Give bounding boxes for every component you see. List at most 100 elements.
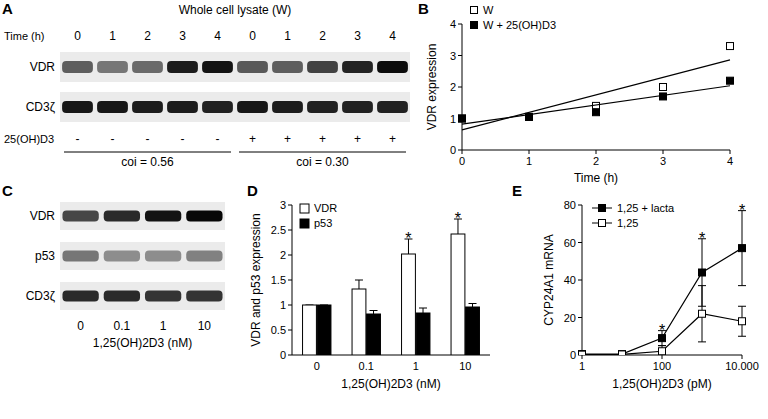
error-bar — [469, 304, 477, 308]
y-tick-label: 2 — [450, 81, 456, 93]
x-label: 1,25(OH)2D3 (nM) — [341, 377, 440, 391]
lane-label: 1 — [109, 29, 116, 43]
y-tick-label: 3 — [280, 199, 286, 211]
y-tick — [288, 280, 292, 281]
band — [104, 210, 140, 221]
legend-marker — [471, 7, 478, 14]
marker — [660, 84, 667, 91]
series-line — [582, 314, 742, 355]
x-tick-label: 2 — [593, 155, 599, 167]
x-tick-label: 0 — [459, 155, 465, 167]
marker — [699, 269, 706, 276]
x-tick — [596, 150, 597, 154]
bar — [402, 254, 416, 355]
error-bar — [738, 211, 746, 286]
y-tick — [288, 305, 292, 306]
chart-panel: E020406080110010.0001,25(OH)2D3 (pM)CYP2… — [512, 182, 759, 391]
y-tick-label: 0 — [280, 349, 286, 361]
x-tick — [662, 355, 663, 359]
blot-row-label: CD3ζ — [26, 289, 56, 303]
y-tick — [578, 280, 582, 281]
error-bar — [658, 346, 666, 355]
x-tick-label: 0.1 — [359, 360, 374, 372]
x-tick-label: 1 — [579, 360, 585, 372]
blot-row-label: VDR — [30, 60, 56, 74]
band — [167, 61, 198, 73]
marker — [459, 115, 466, 122]
lane-row-label: 25(OH)D3 — [4, 133, 54, 145]
band — [186, 250, 222, 261]
x-tick-label: 100 — [653, 360, 671, 372]
band — [237, 101, 268, 113]
lane-label: - — [146, 132, 150, 146]
y-tick-label: 80 — [564, 199, 576, 211]
legend-label: 1,25 + lacta — [617, 202, 675, 214]
band — [202, 101, 233, 113]
legend-swatch — [300, 204, 309, 213]
marker — [579, 351, 586, 355]
panel-letter: B — [418, 0, 429, 17]
significance: * — [739, 202, 745, 219]
y-tick — [578, 242, 582, 243]
blot-row-label: VDR — [30, 209, 56, 223]
significance: * — [699, 230, 705, 247]
lane-label: 1 — [160, 319, 167, 333]
lane-label: + — [249, 132, 256, 146]
y-tick — [578, 317, 582, 318]
y-tick-label: 1 — [280, 299, 286, 311]
band — [186, 210, 222, 221]
y-tick-label: 2.5 — [271, 224, 286, 236]
y-tick-label: 3 — [450, 50, 456, 62]
blot-row-label: p53 — [35, 249, 55, 263]
error-bar — [738, 306, 746, 336]
marker — [579, 351, 586, 355]
bar — [367, 314, 381, 355]
x-tick — [582, 355, 583, 359]
band — [272, 61, 303, 73]
blot-strip — [60, 92, 410, 122]
blot-panel: C00.1110VDRp53CD3ζ1,25(OH)2D3 (nM) — [2, 182, 225, 350]
legend-label: W — [483, 4, 494, 16]
error-bar — [698, 286, 706, 342]
band — [186, 290, 222, 301]
y-label: VDR expression — [425, 44, 439, 131]
marker — [593, 109, 600, 116]
lane-label: - — [216, 132, 220, 146]
band — [307, 61, 338, 73]
band — [342, 61, 373, 73]
lane-label: 0 — [77, 319, 84, 333]
blot-strip — [60, 52, 410, 82]
x-tick-label: 10 — [459, 360, 471, 372]
marker — [459, 115, 466, 122]
blot-row-label: CD3ζ — [26, 100, 56, 114]
band — [97, 101, 128, 113]
y-tick-label: 60 — [564, 237, 576, 249]
marker — [727, 43, 734, 50]
band — [145, 250, 181, 261]
band — [167, 101, 198, 113]
blot-strip — [60, 242, 225, 270]
marker — [619, 351, 626, 355]
series-line — [582, 248, 742, 354]
y-tick-label: 1 — [450, 113, 456, 125]
lane-label: 2 — [319, 29, 326, 43]
marker — [659, 348, 666, 355]
y-tick — [458, 24, 462, 25]
legend-label: 1,25 — [617, 217, 638, 229]
band — [377, 101, 408, 113]
y-tick — [458, 87, 462, 88]
lane-label: 0 — [249, 29, 256, 43]
lane-label: 0 — [74, 29, 81, 43]
lane-label: 3 — [354, 29, 361, 43]
x-tick — [529, 150, 530, 154]
band — [202, 61, 233, 73]
chart-panel: B0123401234Time (h)VDR expressionWW + 25… — [418, 0, 734, 185]
band — [97, 61, 128, 73]
blot-strip — [60, 202, 225, 230]
lane-label: 2 — [144, 29, 151, 43]
bar — [451, 234, 465, 355]
band — [62, 101, 93, 113]
error-bar — [355, 280, 363, 289]
band — [132, 61, 163, 73]
lane-label: 0.1 — [114, 319, 131, 333]
